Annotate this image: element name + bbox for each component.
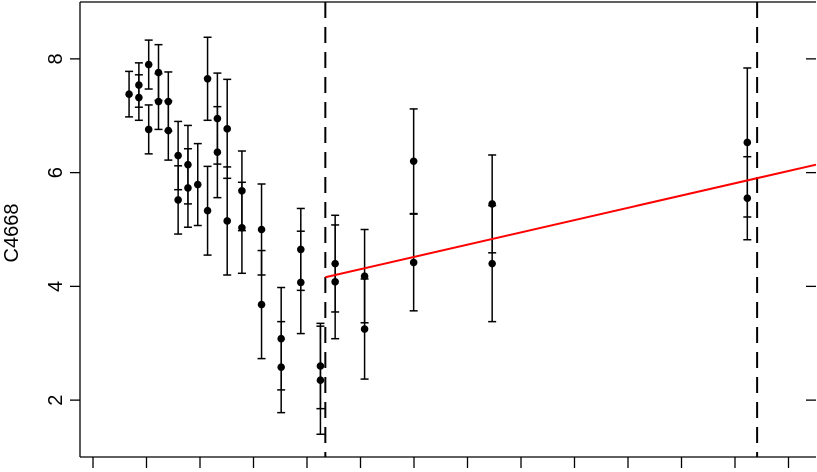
reference-lines-group xyxy=(324,2,759,457)
data-point xyxy=(743,194,752,203)
data-point xyxy=(331,259,339,268)
data-point xyxy=(488,200,496,208)
y-tick-label: 2 xyxy=(45,395,67,406)
data-point xyxy=(164,126,173,135)
data-point xyxy=(135,93,143,102)
data-point xyxy=(409,258,418,267)
data-point xyxy=(125,90,133,98)
data-point xyxy=(331,278,339,286)
data-point xyxy=(277,363,285,371)
data-point xyxy=(297,278,305,287)
data-point xyxy=(360,325,369,333)
data-point xyxy=(257,300,266,309)
data-point xyxy=(174,151,182,160)
data-point xyxy=(164,97,173,106)
data-point xyxy=(409,157,418,166)
data-point xyxy=(238,187,246,195)
data-point xyxy=(297,245,305,254)
data-point xyxy=(316,362,325,370)
y-tick-label: 4 xyxy=(45,281,67,292)
data-point xyxy=(144,125,153,134)
data-point xyxy=(223,125,231,133)
data-point xyxy=(238,223,246,232)
data-point xyxy=(184,184,192,192)
data-point xyxy=(193,180,202,189)
data-point xyxy=(184,160,192,169)
y-tick-label: 6 xyxy=(45,167,67,178)
data-point xyxy=(135,81,143,89)
axes-group: 2 4 6 8 xyxy=(45,53,816,468)
data-point xyxy=(174,196,182,204)
data-point xyxy=(154,97,163,106)
data-point xyxy=(203,74,212,83)
data-point xyxy=(213,148,222,156)
y-axis-label: C4668 xyxy=(1,204,23,263)
fit-line-group xyxy=(325,163,817,279)
data-point xyxy=(488,259,496,268)
error-bars-group xyxy=(125,36,752,435)
plot-frame-group xyxy=(79,1,816,458)
data-point xyxy=(144,60,153,69)
data-point xyxy=(213,114,222,123)
data-point xyxy=(743,138,752,147)
fit-line xyxy=(325,163,817,279)
data-point xyxy=(203,206,212,215)
y-tick-label: 8 xyxy=(45,53,67,64)
data-point xyxy=(360,272,369,280)
data-point xyxy=(277,334,285,343)
data-points-group xyxy=(125,60,752,385)
data-point xyxy=(257,225,266,234)
data-point xyxy=(316,376,325,385)
data-point xyxy=(154,68,163,77)
data-point xyxy=(223,217,231,225)
